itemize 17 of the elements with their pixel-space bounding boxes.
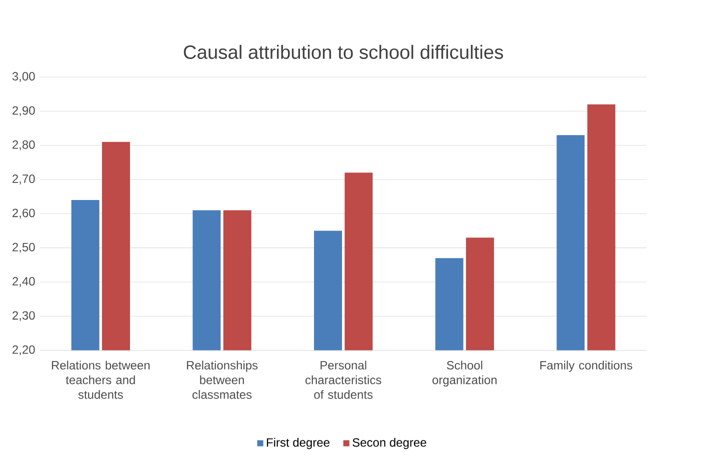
y-tick-label: 2,60 xyxy=(12,208,35,219)
x-tick-label: Personal characteristics of students xyxy=(305,360,382,399)
y-tick-label: 3,00 xyxy=(12,72,35,82)
legend-label: Secon degree xyxy=(352,438,426,450)
x-tick-label: Family conditions xyxy=(540,360,632,372)
x-tick-label: Relations between teachers and students xyxy=(52,360,150,399)
y-tick-label: 2,20 xyxy=(12,345,35,356)
y-tick-label: 2,70 xyxy=(12,174,35,184)
chart-title: Causal attribution to school difficulties xyxy=(184,44,504,59)
y-tick-label: 2,90 xyxy=(12,106,35,116)
y-tick-label: 2,50 xyxy=(12,242,35,253)
legend-label: First degree xyxy=(266,438,330,450)
y-tick-label: 2,80 xyxy=(12,140,35,150)
x-tick-label: Relationships between classmates xyxy=(186,360,258,399)
y-tick-label: 2,40 xyxy=(12,277,35,287)
x-tick-label: School organization xyxy=(432,360,497,387)
y-tick-label: 2,30 xyxy=(12,311,35,322)
